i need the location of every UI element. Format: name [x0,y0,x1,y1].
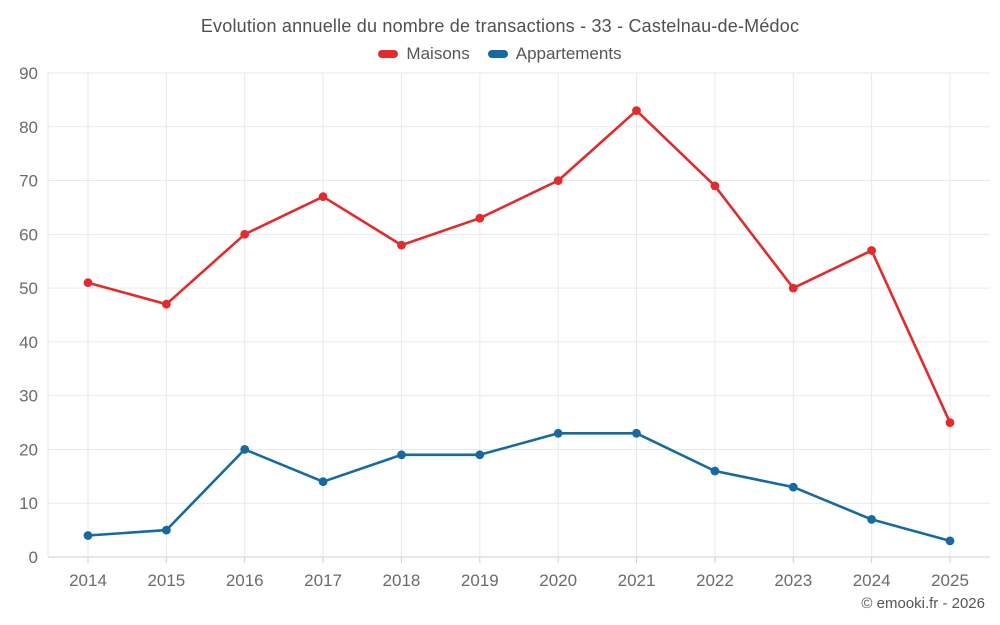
x-tick-label: 2021 [618,571,656,590]
data-point-maisons[interactable] [867,246,876,255]
legend-item-appartements[interactable]: Appartements [487,44,622,63]
legend-swatch-appartements-icon [487,50,508,58]
y-tick-label: 0 [29,548,38,567]
x-tick-label: 2017 [304,571,342,590]
data-point-appartements[interactable] [162,525,171,535]
x-tick-label: 2015 [147,571,185,590]
legend: Maisons Appartements [0,45,1000,63]
data-point-appartements[interactable] [945,536,955,546]
data-point-maisons[interactable] [788,283,798,293]
data-point-appartements[interactable] [867,515,876,524]
legend-item-maisons[interactable]: Maisons [378,44,470,63]
data-point-appartements[interactable] [553,428,563,438]
data-point-maisons[interactable] [83,278,93,288]
x-tick-label: 2019 [461,571,499,590]
x-tick-label: 2024 [853,571,891,590]
data-point-appartements[interactable] [240,445,250,454]
data-point-maisons[interactable] [632,106,641,115]
attribution: © emooki.fr - 2026 [861,595,985,612]
data-point-appartements[interactable] [397,450,406,460]
x-tick-label: 2020 [539,571,577,590]
series-line-maisons [86,109,952,424]
x-tick-label: 2025 [931,571,969,590]
data-point-appartements[interactable] [710,466,720,476]
data-point-appartements[interactable] [83,531,93,540]
legend-swatch-maisons-icon [378,50,399,58]
data-point-maisons[interactable] [553,176,563,186]
x-tick-label: 2018 [383,571,421,590]
data-point-appartements[interactable] [788,482,798,492]
y-tick-label: 40 [19,333,38,352]
x-tick-label: 2014 [69,571,107,590]
y-tick-label: 80 [19,118,38,137]
data-point-maisons[interactable] [475,213,485,223]
data-point-maisons[interactable] [397,240,406,250]
y-tick-label: 60 [19,225,38,244]
series-line-appartements [86,432,952,543]
x-tick-label: 2022 [696,571,734,590]
y-tick-label: 10 [19,494,38,513]
x-tick-label: 2016 [226,571,264,590]
data-point-appartements[interactable] [632,428,641,438]
data-point-appartements[interactable] [475,450,485,460]
data-point-maisons[interactable] [710,181,720,191]
legend-label-appartements: Appartements [515,44,622,63]
y-tick-label: 70 [19,172,38,191]
data-point-maisons[interactable] [945,418,955,427]
x-tick-label: 2023 [774,571,812,590]
legend-label-maisons: Maisons [406,44,470,63]
data-point-maisons[interactable] [240,229,250,239]
y-tick-label: 20 [19,440,38,459]
y-tick-label: 50 [19,279,38,298]
data-point-maisons[interactable] [162,299,171,309]
data-point-maisons[interactable] [318,192,328,202]
y-tick-label: 30 [19,387,38,406]
y-tick-label: 90 [19,64,38,83]
chart-title: Evolution annuelle du nombre de transact… [200,16,800,36]
data-point-appartements[interactable] [318,477,328,487]
